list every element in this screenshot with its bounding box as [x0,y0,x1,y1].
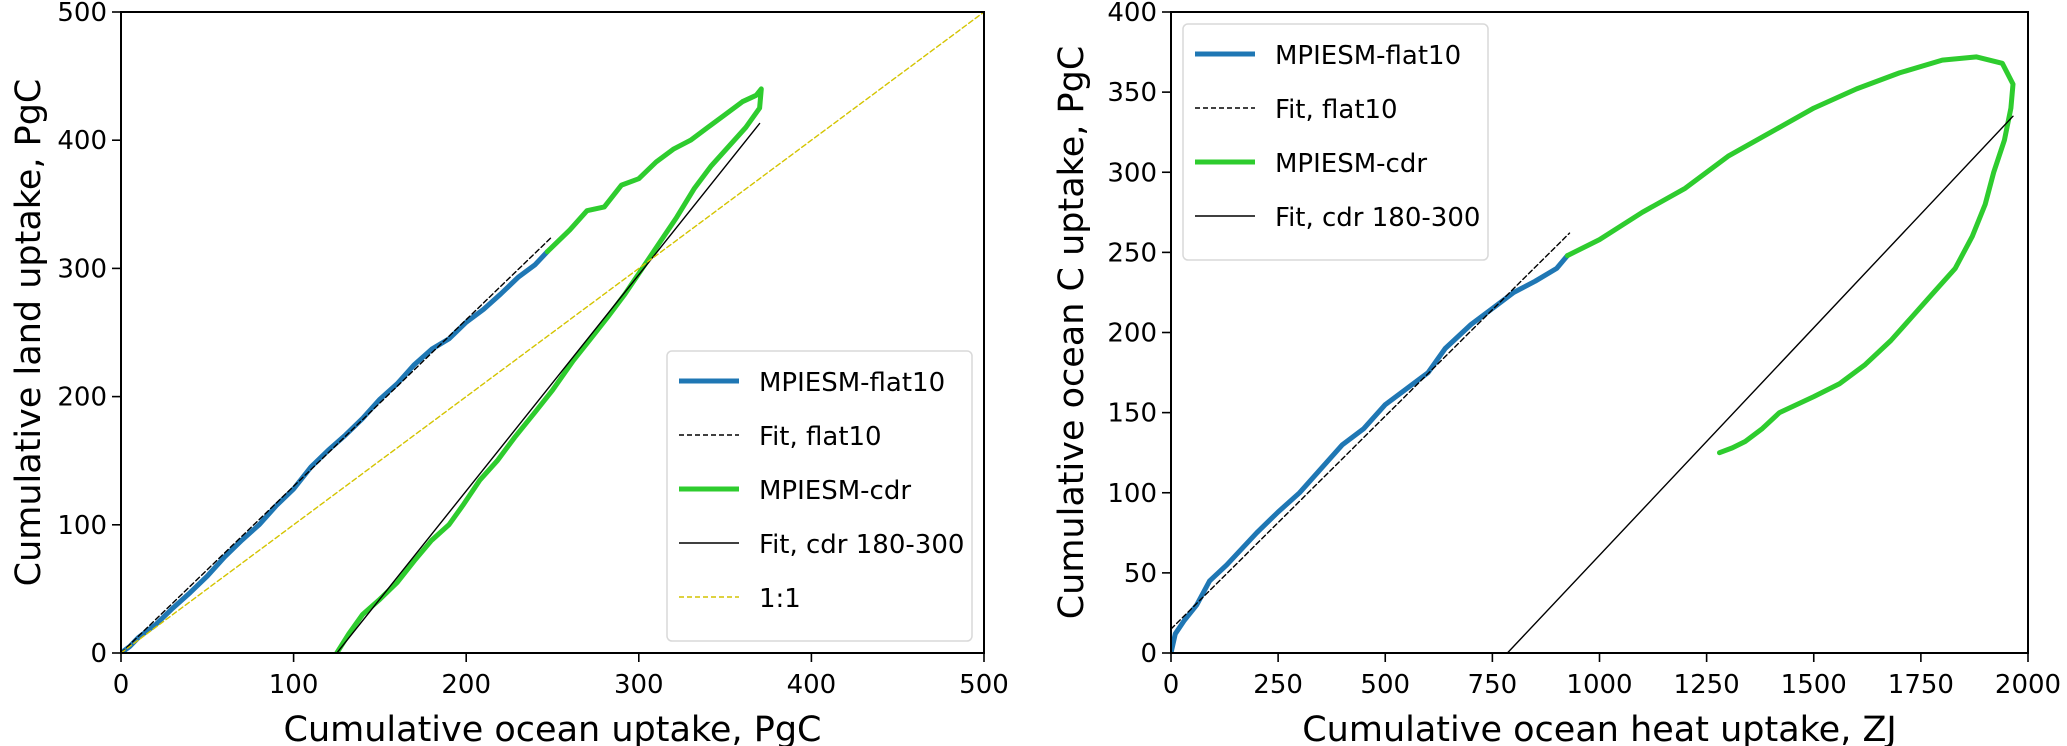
legend-label: 1:1 [759,584,801,614]
y-tick-label: 0 [1140,639,1157,669]
y-axis-label: Cumulative land uptake, PgC [9,79,49,587]
x-tick-label: 0 [113,670,130,700]
x-tick-label: 1000 [1566,670,1632,700]
y-tick-label: 50 [1124,559,1157,589]
legend: MPIESM-flat10 Fit, flat10 MPIESM-cdr Fit, c… [1182,23,1489,261]
x-tick-label: 250 [1253,670,1303,700]
legend-box [1182,23,1489,261]
y-tick-label: 100 [57,511,107,541]
series-line-mpiesm-cdr [334,86,764,653]
legend-label: Fit, cdr 180-300 [1275,203,1480,233]
x-tick-label: 300 [614,670,664,700]
x-tick-label: 100 [269,670,319,700]
y-tick-label: 300 [57,254,107,284]
series-line-mpiesm-cdr [1564,54,2016,456]
x-tick-label: 200 [441,670,491,700]
series-line-mpiesm-flat10 [1171,253,1570,653]
series-line-1-1 [121,12,984,653]
series-group [1171,54,2016,653]
y-tick-label: 400 [1107,0,1157,28]
legend-box [666,350,973,642]
legend-label: MPIESM-flat10 [759,368,945,398]
legend-label: Fit, cdr 180-300 [759,530,964,560]
legend-label: MPIESM-flat10 [1275,41,1461,71]
legend-label: MPIESM-cdr [759,476,911,506]
x-axis-label: Cumulative ocean uptake, PgC [284,710,822,746]
x-axis-label: Cumulative ocean heat uptake, ZJ [1302,710,1897,746]
x-tick-label: 0 [1163,670,1180,700]
x-tick-label: 750 [1468,670,1518,700]
series-line-fit-cdr-180-300 [1506,115,2014,653]
x-tick-label: 500 [959,670,1009,700]
x-tick-label: 2000 [1995,670,2061,700]
x-tick-label: 1250 [1674,670,1740,700]
series-line-mpiesm-flat10 [121,249,550,653]
y-tick-label: 350 [1107,78,1157,108]
y-tick-label: 100 [1107,479,1157,509]
legend: MPIESM-flat10 Fit, flat10 MPIESM-cdr Fit, c… [666,350,973,642]
y-tick-label: 200 [1107,319,1157,349]
y-tick-label: 150 [1107,399,1157,429]
y-axis-label: Cumulative ocean C uptake, PgC [1052,46,1092,620]
series-group [121,12,984,653]
axes-frame [120,11,985,654]
chart-2: 0 250 500 750 1000 1250 1500 1750 2000 0 50 100 150 2… [1052,0,2061,746]
series-line-fit-cdr-180-300 [336,122,761,653]
y-tick-label: 400 [57,126,107,156]
y-tick-label: 300 [1107,158,1157,188]
legend-label: Fit, flat10 [759,422,882,452]
legend-label: MPIESM-cdr [1275,149,1427,179]
legend-label: Fit, flat10 [1275,95,1398,125]
chart-1: 0 100 200 300 400 500 0 100 200 300 400 500 Cumulati… [9,0,1009,746]
y-tick-label: 200 [57,383,107,413]
series-line-fit-flat10 [121,235,554,653]
y-tick-label: 500 [57,0,107,28]
y-tick-label: 0 [90,639,107,669]
x-tick-label: 1750 [1888,670,1954,700]
x-tick-label: 400 [787,670,837,700]
x-tick-label: 1500 [1781,670,1847,700]
series-line-fit-flat10 [1171,232,1571,630]
y-tick-label: 250 [1107,238,1157,268]
x-tick-label: 500 [1360,670,1410,700]
